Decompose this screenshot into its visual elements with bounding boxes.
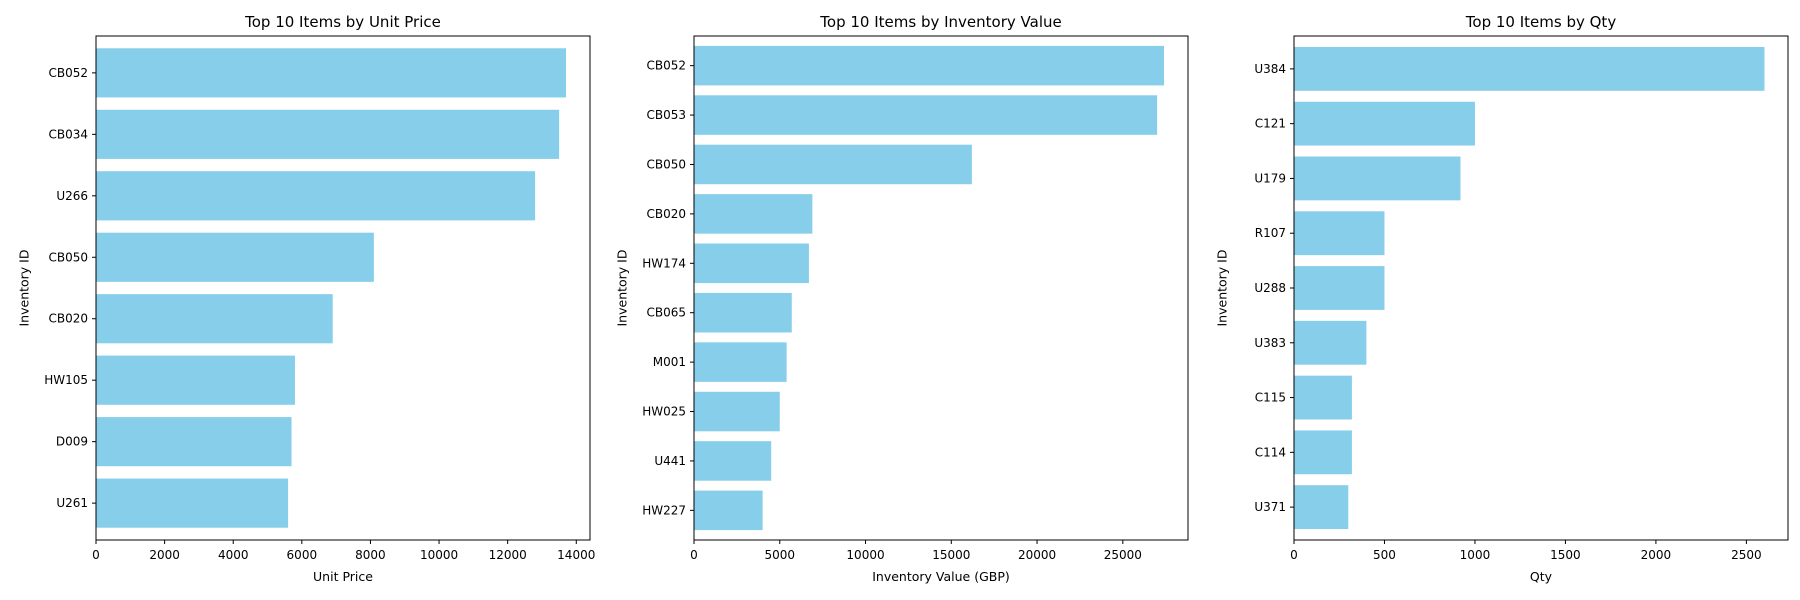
- bar-c115: [1294, 375, 1352, 420]
- x-tick-label: 1000: [1460, 548, 1491, 562]
- x-tick-label: 12000: [489, 548, 527, 562]
- y-tick-label-d009: D009: [56, 435, 88, 449]
- x-tick-label: 15000: [932, 548, 970, 562]
- y-tick-label-u384: U384: [1254, 62, 1286, 76]
- bar-cb052: [694, 45, 1164, 86]
- y-tick-label-u441: U441: [654, 454, 686, 468]
- x-tick-label: 0: [92, 548, 100, 562]
- x-axis-label: Unit Price: [313, 569, 373, 584]
- y-tick-label-c115: C115: [1255, 391, 1286, 405]
- chart-title: Top 10 Items by Inventory Value: [819, 13, 1061, 31]
- y-tick-label-u266: U266: [56, 189, 88, 203]
- bar-u441: [694, 441, 772, 481]
- chart-title: Top 10 Items by Unit Price: [244, 13, 441, 31]
- bar-u371: [1294, 485, 1349, 530]
- bar-cb050: [96, 232, 374, 282]
- bar-r107: [1294, 211, 1385, 256]
- x-tick-label: 500: [1373, 548, 1396, 562]
- y-axis-label: Inventory ID: [615, 250, 630, 327]
- x-tick-label: 10000: [420, 548, 458, 562]
- bar-cb052: [96, 48, 566, 98]
- y-tick-label-hw105: HW105: [44, 373, 88, 387]
- x-axis-label: Qty: [1530, 569, 1553, 584]
- y-tick-label-cb050: CB050: [48, 250, 88, 264]
- bar-c121: [1294, 101, 1475, 146]
- chart-panel-1: CB052 CB034 U266 CB050 CB020 HW105 D009 U261 0 20…: [17, 13, 596, 584]
- bar-hw105: [96, 355, 295, 405]
- bar-cb053: [694, 95, 1158, 135]
- y-tick-label-cb052: CB052: [646, 59, 686, 73]
- x-tick-label: 4000: [218, 548, 249, 562]
- bar-cb065: [694, 292, 792, 333]
- y-tick-label-m001: M001: [653, 355, 686, 369]
- y-tick-label-hw227: HW227: [642, 503, 686, 517]
- bar-u383: [1294, 320, 1367, 365]
- y-tick-label-u179: U179: [1254, 171, 1286, 185]
- x-tick-label: 14000: [557, 548, 595, 562]
- x-tick-label: 2500: [1731, 548, 1762, 562]
- chart-panel-3: U384 C121 U179 R107 U288 U383 C115 C114 U371 0 500…: [1215, 13, 1789, 584]
- axes-frame: [95, 35, 591, 541]
- y-tick-label-c114: C114: [1255, 445, 1286, 459]
- x-tick-label: 0: [1290, 548, 1298, 562]
- y-tick-label-cb053: CB053: [646, 108, 686, 122]
- bar-d009: [96, 417, 292, 467]
- axes-frame: [693, 35, 1189, 541]
- x-tick-label: 0: [690, 548, 698, 562]
- y-axis-label: Inventory ID: [17, 250, 32, 327]
- x-tick-label: 20000: [1018, 548, 1056, 562]
- bar-u266: [96, 171, 536, 221]
- chart-title: Top 10 Items by Qty: [1465, 13, 1617, 31]
- y-axis-label: Inventory ID: [1215, 250, 1230, 327]
- bar-cb050: [694, 144, 972, 185]
- chart-panel-2: CB052 CB053 CB050 CB020 HW174 CB065 M001 HW025 U…: [615, 13, 1189, 584]
- y-tick-label-hw025: HW025: [642, 405, 686, 419]
- x-axis-label: Inventory Value (GBP): [872, 569, 1010, 584]
- bar-u288: [1294, 266, 1385, 310]
- bar-c114: [1294, 430, 1352, 475]
- x-tick-label: 10000: [846, 548, 884, 562]
- y-tick-label-cb052: CB052: [48, 66, 88, 80]
- y-tick-label-u383: U383: [1254, 336, 1286, 350]
- y-tick-label-u261: U261: [56, 496, 88, 510]
- bar-hw025: [694, 391, 780, 432]
- y-tick-label-cb034: CB034: [48, 127, 88, 141]
- bar-cb020: [96, 294, 333, 344]
- x-tick-label: 2000: [1641, 548, 1672, 562]
- x-tick-label: 2000: [149, 548, 180, 562]
- x-tick-label: 6000: [287, 548, 318, 562]
- bar-u179: [1294, 156, 1461, 201]
- bar-m001: [694, 342, 787, 382]
- y-tick-label-cb020: CB020: [48, 312, 88, 326]
- x-tick-label: 25000: [1104, 548, 1142, 562]
- x-tick-label: 5000: [764, 548, 795, 562]
- y-tick-label-cb050: CB050: [646, 157, 686, 171]
- y-tick-label-hw174: HW174: [642, 256, 686, 270]
- bar-u384: [1294, 46, 1765, 91]
- y-tick-label-c121: C121: [1255, 117, 1286, 131]
- axes-frame: [1293, 35, 1789, 541]
- bar-cb020: [694, 194, 813, 234]
- y-tick-label-cb065: CB065: [646, 306, 686, 320]
- x-tick-label: 8000: [355, 548, 386, 562]
- bar-hw174: [694, 243, 809, 284]
- y-tick-label-u371: U371: [1254, 500, 1286, 514]
- y-tick-label-u288: U288: [1254, 281, 1286, 295]
- y-tick-label-r107: R107: [1255, 226, 1286, 240]
- bar-hw227: [694, 490, 763, 531]
- y-tick-label-cb020: CB020: [646, 207, 686, 221]
- x-tick-label: 1500: [1550, 548, 1581, 562]
- bar-cb034: [96, 109, 560, 159]
- bar-u261: [96, 478, 289, 528]
